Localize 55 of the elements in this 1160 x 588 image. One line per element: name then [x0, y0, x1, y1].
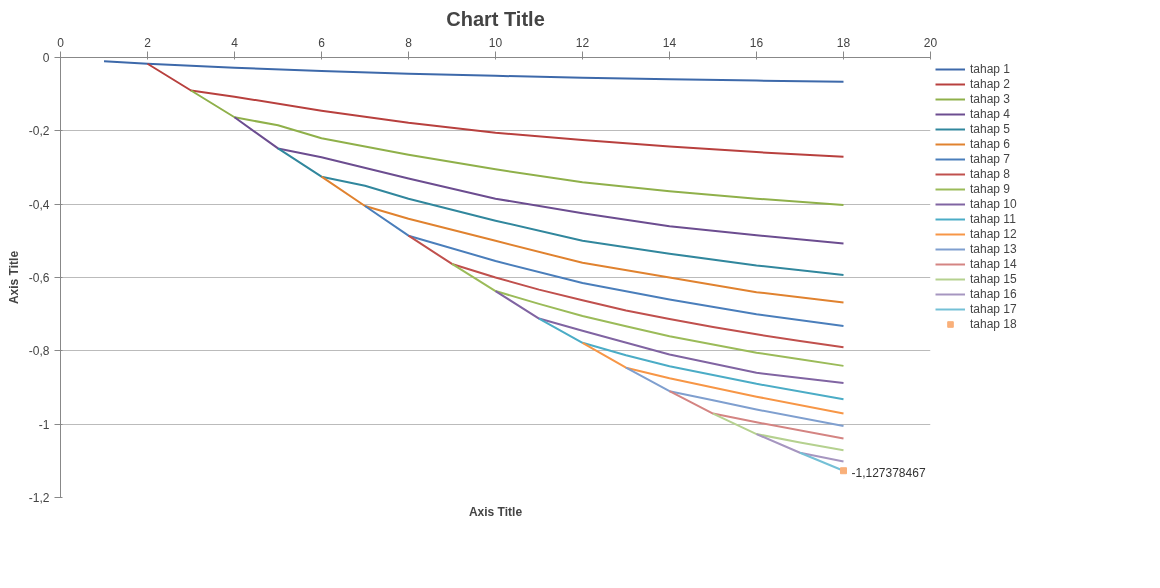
y-axis-title: Axis Title [6, 250, 21, 305]
line-series [451, 262, 845, 367]
legend-label: tahap 17 [970, 302, 1018, 316]
x-tick-label: 8 [405, 35, 413, 50]
y-tick-label: 0 [42, 51, 50, 65]
x-tick-label: 0 [57, 35, 65, 50]
legend-label: tahap 18 [970, 317, 1018, 331]
legend-label: tahap 8 [970, 167, 1012, 181]
legend-label: tahap 13 [970, 242, 1018, 256]
x-tick-label: 12 [575, 35, 590, 50]
legend-label: tahap 1 [970, 62, 1012, 76]
x-tick-label: 10 [488, 35, 503, 50]
legend-label: tahap 4 [970, 107, 1012, 121]
line-series [494, 290, 845, 385]
chart-title: Chart Title [446, 7, 545, 30]
x-tick-label: 18 [836, 35, 851, 50]
line-series [625, 366, 845, 427]
line-series [712, 412, 845, 452]
line-series [581, 341, 845, 415]
line-series [277, 147, 845, 276]
legend-label: tahap 12 [970, 227, 1018, 241]
annotation: -1,127378467 [851, 465, 926, 480]
y-tick-label: -0,8 [28, 344, 50, 359]
x-tick-label: 4 [231, 35, 239, 50]
line-series [668, 390, 845, 440]
x-axis-title: Axis Title [468, 504, 523, 519]
x-tick-label: 20 [923, 35, 938, 50]
y-tick-label: -0,4 [28, 197, 50, 212]
legend-label: tahap 5 [970, 122, 1012, 136]
legend-label: tahap 7 [970, 152, 1012, 166]
legend-label: tahap 14 [970, 257, 1018, 271]
x-tick-label: 6 [318, 35, 326, 50]
y-tick-label: -1,2 [28, 491, 50, 505]
x-tick-label: 2 [144, 35, 152, 50]
line-series [103, 60, 845, 83]
y-tick-label: -0,6 [28, 271, 50, 285]
legend-label: tahap 9 [970, 182, 1012, 196]
line-series [190, 89, 845, 206]
legend-label: tahap 10 [970, 197, 1018, 211]
legend-label: tahap 11 [970, 212, 1017, 226]
line-series [538, 317, 845, 401]
x-tick-label: 14 [662, 35, 677, 50]
y-tick-label: -1 [38, 417, 50, 432]
line-series [364, 205, 845, 327]
legend-label: tahap 16 [970, 287, 1018, 301]
legend-label: tahap 15 [970, 272, 1018, 286]
y-tick-label: -0,2 [28, 124, 50, 139]
legend-label: tahap 3 [970, 92, 1012, 106]
legend-label: tahap 6 [970, 137, 1012, 151]
line-series [407, 234, 845, 349]
line-series [320, 175, 845, 304]
legend-label: tahap 2 [970, 77, 1012, 91]
x-tick-label: 16 [749, 35, 764, 50]
line-series [233, 116, 845, 245]
line-series [146, 62, 845, 158]
